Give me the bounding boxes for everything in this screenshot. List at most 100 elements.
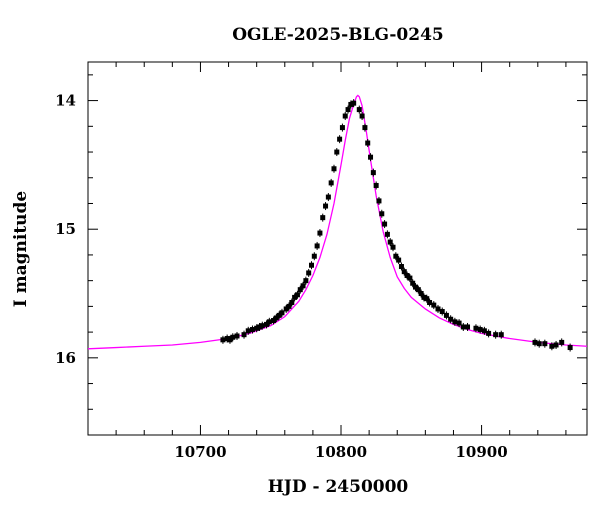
x-tick-label: 10900	[455, 443, 507, 461]
data-point	[230, 333, 236, 342]
data-point	[370, 168, 376, 177]
data-point	[404, 271, 410, 280]
data-point	[256, 322, 262, 331]
x-tick-label: 10800	[315, 443, 367, 461]
data-point	[465, 322, 471, 331]
data-point	[536, 339, 542, 348]
data-point	[339, 123, 345, 132]
data-point	[227, 335, 233, 344]
data-point	[289, 298, 295, 307]
data-point	[456, 319, 462, 328]
data-point	[452, 317, 458, 326]
data-point	[241, 330, 247, 339]
data-point	[276, 311, 282, 320]
data-point	[294, 290, 300, 299]
data-point	[345, 105, 351, 114]
data-point	[308, 261, 314, 270]
y-axis-tick-labels: 14 15 16	[55, 92, 76, 367]
y-axis-label: I magnitude	[11, 191, 31, 308]
data-point	[401, 267, 407, 276]
data-point	[481, 326, 487, 335]
data-point	[306, 268, 312, 277]
plot-frame	[87, 61, 588, 436]
data-point	[283, 304, 289, 313]
data-point	[323, 202, 329, 211]
data-point	[477, 325, 483, 334]
data-point	[220, 335, 226, 344]
data-point	[264, 320, 270, 329]
data-point	[373, 181, 379, 190]
data-point	[224, 334, 230, 343]
data-point	[460, 322, 466, 331]
data-point	[415, 285, 421, 294]
data-point	[292, 293, 298, 302]
y-tick-label: 15	[55, 220, 76, 238]
data-point	[387, 238, 393, 247]
data-point	[334, 148, 340, 157]
data-point	[259, 321, 265, 330]
data-point	[431, 301, 437, 310]
data-point	[396, 256, 402, 265]
data-point	[553, 340, 559, 349]
chart-title: OGLE-2025-BLG-0245	[232, 25, 444, 45]
data-point	[410, 279, 416, 288]
data-point	[271, 316, 277, 325]
data-point	[439, 307, 445, 316]
x-axis-ticks	[87, 62, 567, 435]
data-point	[498, 330, 504, 339]
data-point	[424, 294, 430, 303]
data-point	[421, 293, 427, 302]
data-point	[359, 112, 365, 121]
data-point	[448, 315, 454, 324]
data-point	[542, 339, 548, 348]
data-point	[567, 343, 573, 352]
data-point	[351, 99, 357, 108]
data-point	[559, 338, 565, 347]
data-point	[245, 326, 251, 335]
data-point	[393, 252, 399, 261]
data-point	[418, 289, 424, 298]
data-point	[249, 325, 255, 334]
data-point	[337, 135, 343, 144]
data-point	[342, 112, 348, 121]
data-point	[384, 230, 390, 239]
data-point	[266, 317, 272, 326]
data-point	[549, 342, 555, 351]
data-point	[311, 252, 317, 261]
data-point	[362, 123, 368, 132]
data-point	[486, 329, 492, 338]
data-point	[435, 304, 441, 313]
data-point	[234, 331, 240, 340]
x-tick-label: 10700	[174, 443, 226, 461]
data-point	[376, 196, 382, 205]
data-point	[382, 220, 388, 229]
data-point	[398, 262, 404, 271]
data-point	[390, 243, 396, 252]
data-point	[331, 164, 337, 173]
data-point	[356, 105, 362, 114]
data-point	[368, 153, 374, 162]
data-point	[407, 274, 413, 283]
data-point	[279, 308, 285, 317]
data-point	[427, 298, 433, 307]
data-point	[325, 193, 331, 202]
data-point	[303, 276, 309, 285]
data-point	[365, 139, 371, 148]
data-point	[413, 283, 419, 292]
data-point	[493, 330, 499, 339]
data-point	[286, 302, 292, 311]
data-point	[532, 338, 538, 347]
x-axis-tick-labels: 10700 10800 10900	[174, 443, 507, 461]
x-axis-label: HJD - 2450000	[268, 477, 409, 497]
data-point	[348, 100, 354, 109]
data-point	[320, 213, 326, 222]
data-points	[220, 99, 573, 352]
data-point	[300, 281, 306, 290]
data-point	[297, 285, 303, 294]
y-axis-ticks	[88, 74, 587, 436]
data-point	[314, 241, 320, 250]
y-tick-label: 16	[55, 349, 76, 367]
y-tick-label: 14	[55, 92, 76, 110]
